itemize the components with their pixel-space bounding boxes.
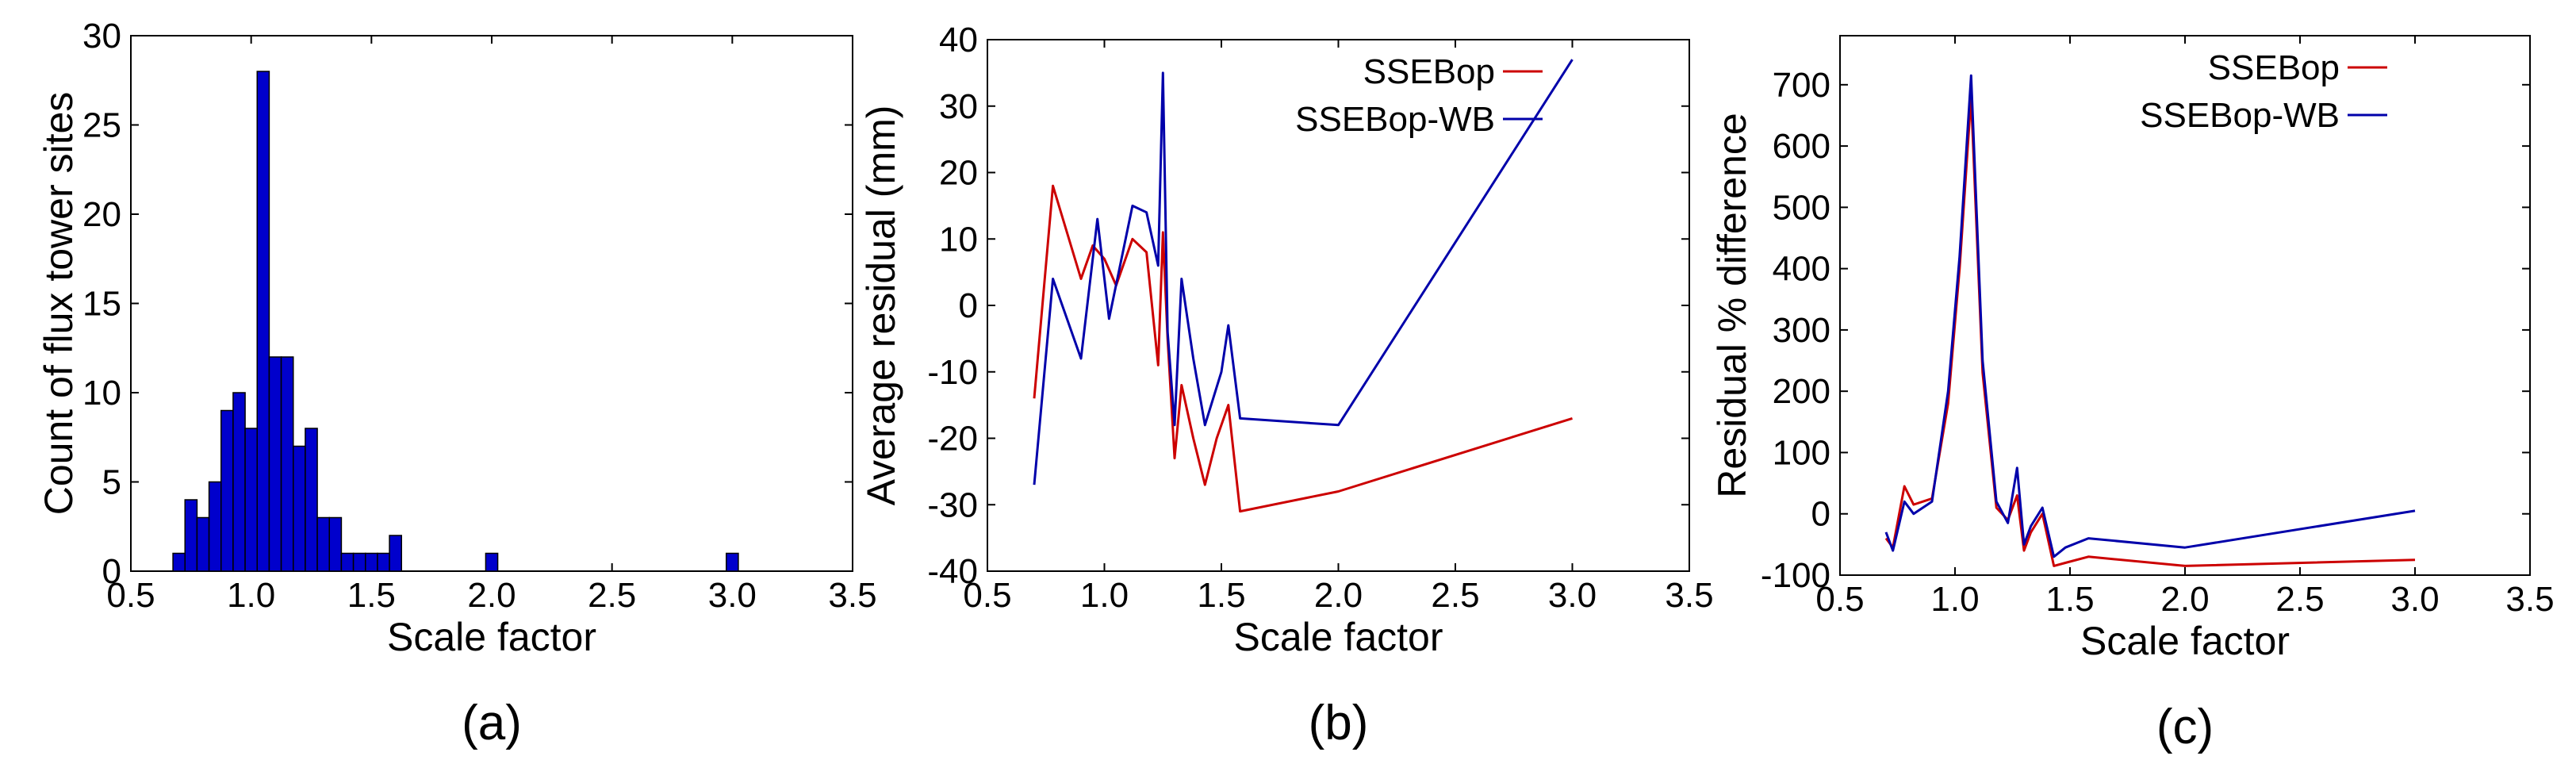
- legend-label: SSEBop-WB: [2140, 96, 2340, 135]
- histogram-bar: [389, 535, 403, 572]
- panel-caption: (c): [2156, 700, 2214, 754]
- x-tick-label: 3.0: [1548, 576, 1597, 615]
- y-tick-label: -30: [927, 485, 978, 524]
- y-tick-label: 0: [102, 552, 121, 591]
- x-tick-label: 2.0: [2160, 580, 2209, 619]
- histogram-bar: [232, 392, 246, 572]
- panel-caption: (b): [1309, 696, 1369, 750]
- y-tick-label: 30: [82, 17, 121, 56]
- histogram-bar: [726, 552, 739, 572]
- y-tick-label: -40: [927, 552, 978, 591]
- histogram-bar: [220, 409, 234, 572]
- y-tick-label: 5: [102, 463, 121, 502]
- y-tick-label: 0: [1811, 495, 1830, 534]
- y-tick-label: 40: [939, 21, 978, 59]
- x-tick-label: 1.5: [2045, 580, 2094, 619]
- chart-2: 0.5 1.0 1.5 2.0 2.5 3.0 3.5 -100 0 100 200 300 400 50…: [1710, 35, 2555, 754]
- series-line-1: [1033, 59, 1574, 485]
- histogram-bar: [352, 552, 366, 572]
- panel-caption: (a): [462, 696, 522, 750]
- y-tick-label: 400: [1773, 250, 1830, 289]
- legend-label: SSEBop: [2208, 48, 2340, 87]
- y-tick-label: 10: [82, 374, 121, 413]
- x-tick-label: 1.5: [1197, 576, 1245, 615]
- histogram-bar: [305, 428, 318, 572]
- x-axis-label: Scale factor: [1233, 615, 1443, 659]
- legend-label: SSEBop-WB: [1295, 100, 1495, 139]
- x-tick-label: 3.5: [2505, 580, 2554, 619]
- histogram-bar: [328, 516, 343, 572]
- histogram-bar: [268, 356, 282, 572]
- legend: SSEBop SSEBop-WB: [1295, 52, 1543, 139]
- histogram-bar: [280, 356, 294, 572]
- y-tick-label: 20: [82, 195, 121, 234]
- x-axis-label: Scale factor: [387, 615, 596, 659]
- x-tick-label: 2.5: [588, 576, 636, 615]
- y-tick-label: 700: [1773, 66, 1830, 105]
- y-tick-label: 25: [82, 106, 121, 145]
- histogram-bar: [316, 516, 331, 572]
- y-tick-label: 20: [939, 154, 978, 193]
- x-tick-label: 2.0: [1314, 576, 1363, 615]
- x-tick-label: 0.5: [1815, 580, 1864, 619]
- y-tick-label: 30: [939, 87, 978, 126]
- y-axis-label: Residual % difference: [1710, 113, 1754, 497]
- histogram-bar: [293, 445, 306, 572]
- x-tick-label: 3.5: [1665, 576, 1713, 615]
- y-tick-label: -100: [1761, 556, 1830, 595]
- x-tick-label: 2.5: [2275, 580, 2324, 619]
- y-axis-label: Average residual (mm): [859, 106, 903, 506]
- y-tick-label: 15: [82, 285, 121, 324]
- x-tick-label: 3.0: [2390, 580, 2439, 619]
- x-tick-label: 3.5: [828, 576, 876, 615]
- x-axis-label: Scale factor: [2080, 619, 2290, 663]
- y-tick-label: -10: [927, 353, 978, 392]
- chart-0: 0.5 1.0 1.5 2.0 2.5 3.0 3.5 0 5 10 15 20 25 30 Scale f…: [36, 17, 877, 750]
- histogram-bar: [208, 481, 222, 572]
- chart-1: 0.5 1.0 1.5 2.0 2.5 3.0 3.5 -40 -30 -20 -10 0 10 20 30…: [859, 21, 1714, 750]
- series-line-0: [1033, 184, 1573, 513]
- y-tick-label: 200: [1773, 372, 1830, 411]
- y-tick-label: -20: [927, 420, 978, 459]
- histogram-bar: [184, 499, 198, 572]
- legend-label: SSEBop: [1363, 52, 1495, 91]
- x-tick-label: 1.0: [227, 576, 275, 615]
- y-tick-label: 300: [1773, 311, 1830, 350]
- y-tick-label: 0: [959, 286, 978, 325]
- y-axis-label: Count of flux tower sites: [36, 92, 81, 516]
- histogram-bar: [340, 552, 355, 572]
- x-tick-label: 1.5: [347, 576, 396, 615]
- x-tick-label: 1.0: [1080, 576, 1129, 615]
- histogram-bar: [244, 428, 259, 572]
- x-tick-label: 0.5: [106, 576, 155, 615]
- histogram-bar: [172, 552, 186, 572]
- x-tick-label: 2.0: [467, 576, 516, 615]
- legend: SSEBop SSEBop-WB: [2140, 48, 2387, 135]
- y-tick-label: 10: [939, 220, 978, 259]
- histogram-bar: [485, 552, 499, 572]
- series-line-1: [1884, 74, 2416, 558]
- x-tick-label: 3.0: [708, 576, 757, 615]
- histogram-bar: [365, 552, 378, 572]
- y-tick-label: 500: [1773, 188, 1830, 227]
- histogram-bar: [256, 71, 270, 572]
- y-tick-label: 600: [1773, 127, 1830, 166]
- y-tick-label: 100: [1773, 433, 1830, 472]
- histogram-bar: [377, 552, 390, 572]
- x-tick-label: 1.0: [1930, 580, 1979, 619]
- x-tick-label: 2.5: [1431, 576, 1479, 615]
- x-tick-label: 0.5: [963, 576, 1011, 615]
- histogram-bar: [196, 516, 210, 572]
